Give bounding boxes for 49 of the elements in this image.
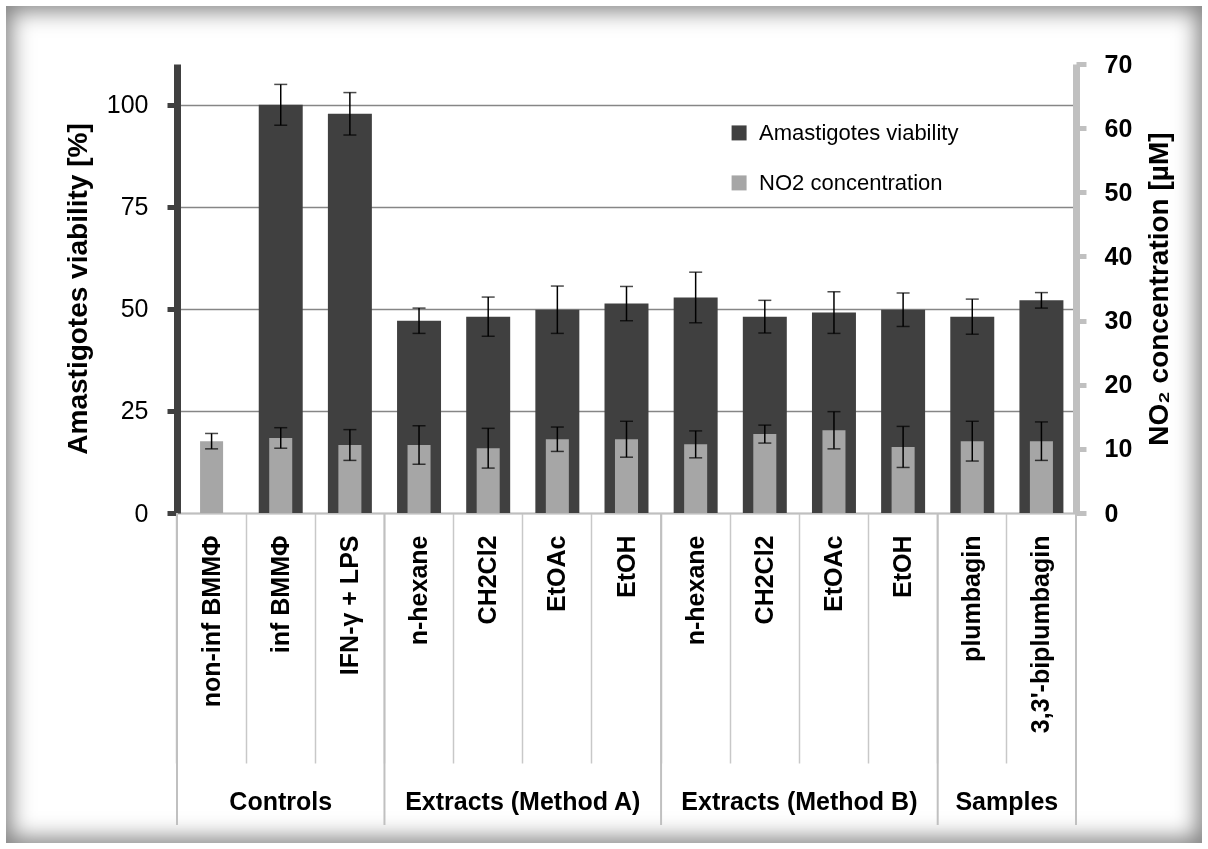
x-tick-label: n-hexane <box>680 535 709 646</box>
y2-tick-label: 20 <box>1104 370 1133 399</box>
bar <box>684 444 708 513</box>
y2-tick-label: 30 <box>1104 306 1133 335</box>
x-tick-label: EtOAc <box>542 535 571 612</box>
bar <box>1029 441 1053 513</box>
bar <box>269 437 293 513</box>
x-tick-label: plumbagin <box>957 535 986 662</box>
y-tick-label: 75 <box>120 192 149 221</box>
y2-tick-label: 10 <box>1104 434 1133 463</box>
y2-tick-label: 60 <box>1104 113 1133 142</box>
x-tick-label: EtOH <box>611 535 640 598</box>
bar <box>476 448 500 513</box>
x-tick-label: EtOH <box>888 535 917 598</box>
bar <box>407 445 431 513</box>
x-tick-label: inf BMMΦ <box>265 535 294 654</box>
y-tick-label: 25 <box>120 396 149 425</box>
bar <box>258 104 303 513</box>
y2-tick-label: 70 <box>1104 49 1133 78</box>
bar <box>822 430 846 513</box>
legend-label: NO2 concentration <box>759 169 943 195</box>
y2-tick-label: 50 <box>1104 177 1133 206</box>
text: Extracts (Method A) <box>405 787 641 815</box>
y2-tick-label: 0 <box>1104 498 1119 527</box>
y2-axis-title: NO₂ concentration [µM] <box>1143 132 1175 446</box>
y-tick-label: 100 <box>106 90 149 119</box>
y-axis-title: Amastigotes viability [%] <box>61 123 93 455</box>
text: Extracts (Method B) <box>681 787 918 815</box>
bar <box>753 434 777 513</box>
x-tick-label: 3,3'-biplumbagin <box>1026 535 1055 734</box>
bar <box>545 439 569 513</box>
x-tick-label: non-inf BMMΦ <box>196 535 225 708</box>
x-tick-label: CH2Cl2 <box>749 535 778 625</box>
bar <box>338 445 362 513</box>
y-tick-label: 0 <box>134 498 149 527</box>
text: Samples <box>955 787 1059 815</box>
bar <box>200 441 224 513</box>
x-tick-label: n-hexane <box>404 535 433 646</box>
x-tick-label: IFN-γ + LPS <box>334 535 363 676</box>
y2-tick-label: 40 <box>1104 241 1133 270</box>
x-tick-label: EtOAc <box>818 535 847 612</box>
bar <box>327 113 372 513</box>
y-tick-label: 50 <box>120 294 149 323</box>
x-tick-label: CH2Cl2 <box>473 535 502 625</box>
bar <box>614 439 639 513</box>
text: Controls <box>229 787 333 815</box>
legend-label: Amastigotes viability <box>759 119 959 145</box>
bar <box>891 446 915 513</box>
bar <box>960 441 984 513</box>
